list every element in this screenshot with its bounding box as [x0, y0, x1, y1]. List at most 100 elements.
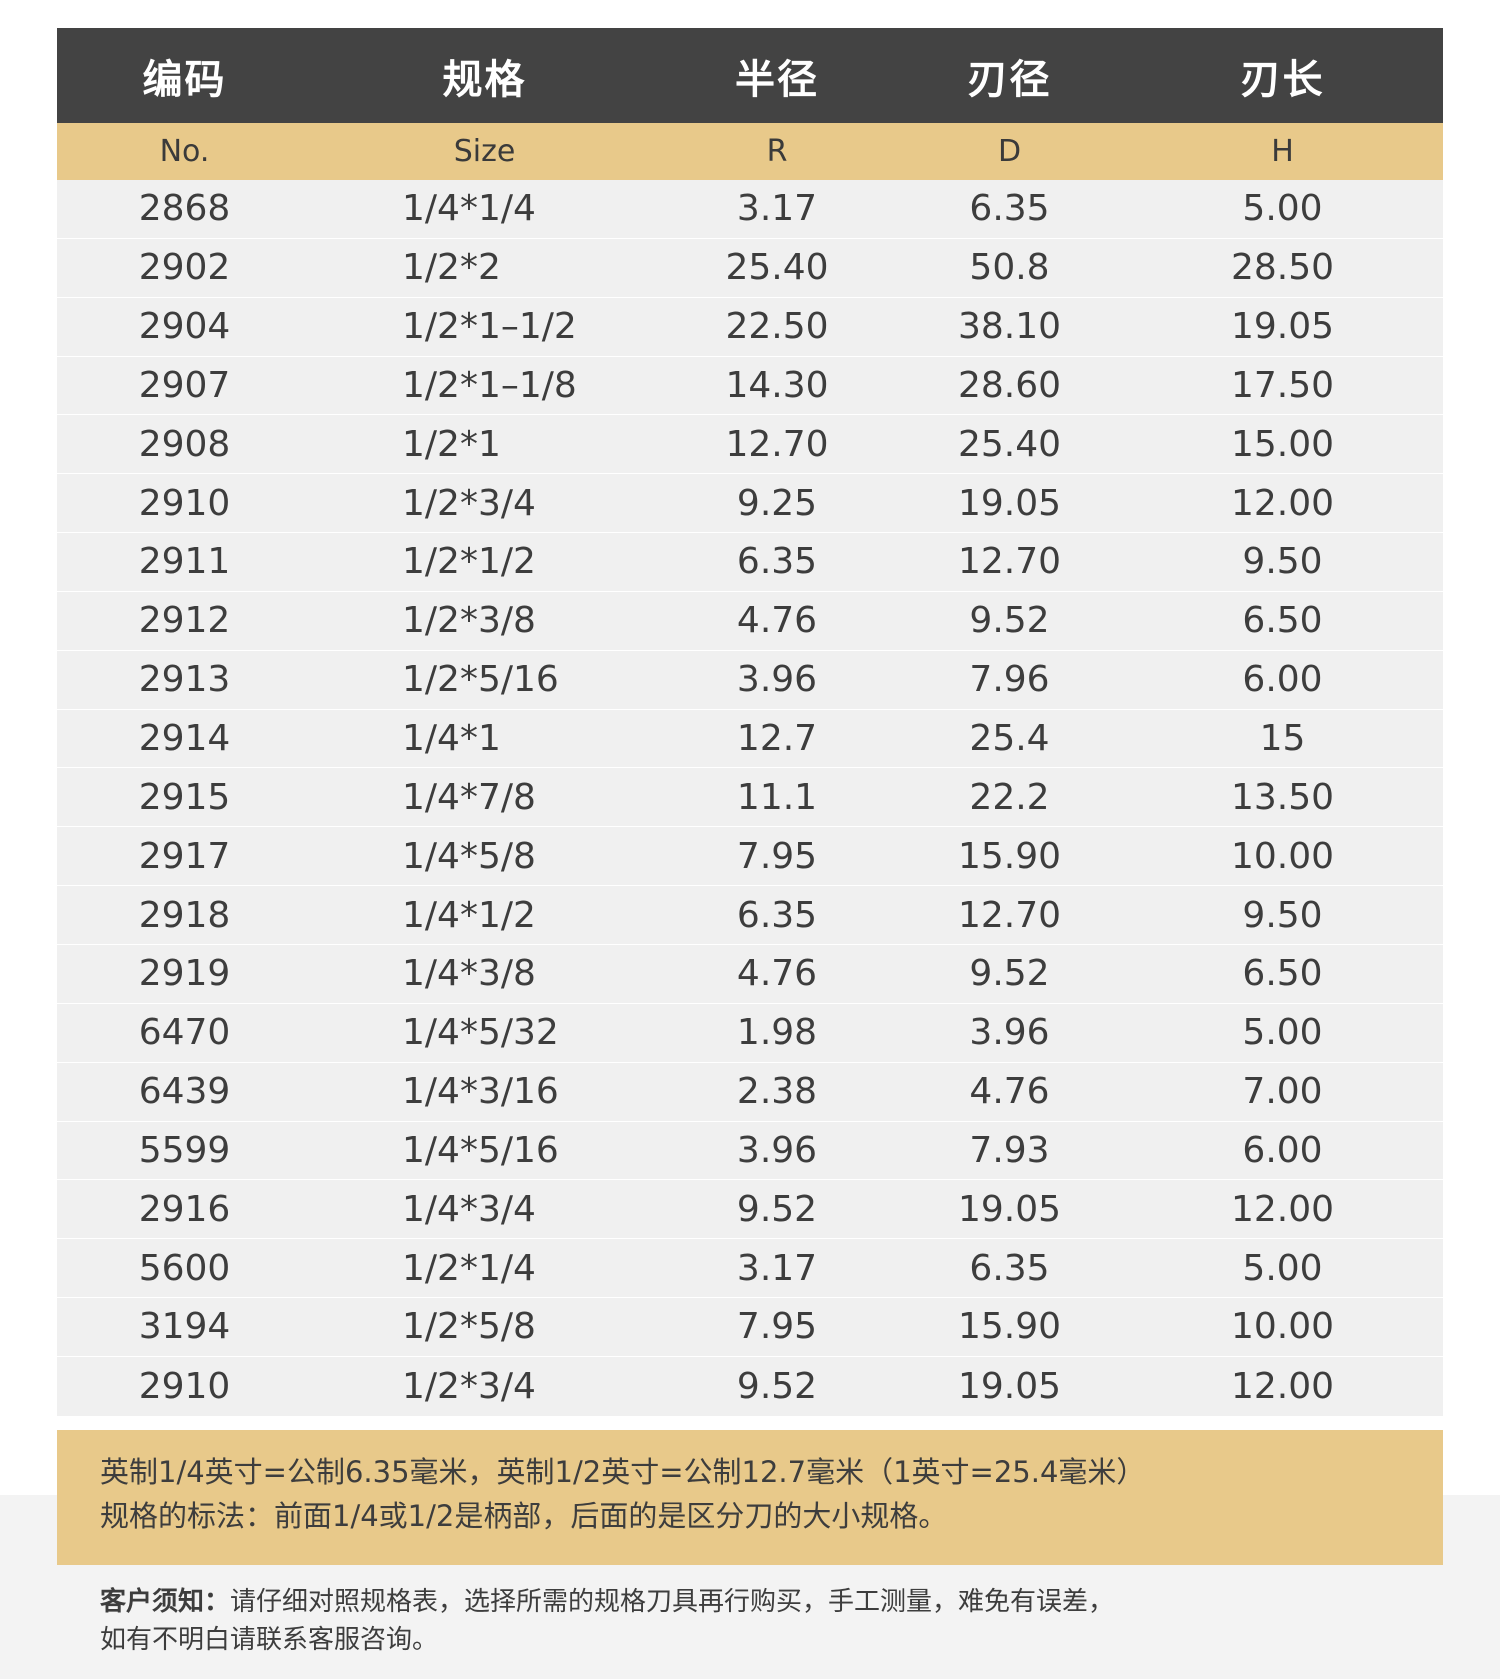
notice-line-2: 如有不明白请联系客服咨询。	[100, 1625, 439, 1655]
table-row: 2914 1/4*1 12.7 25.4 15	[57, 710, 1443, 769]
cell-radius: 3.17	[736, 188, 818, 230]
cell-blade-length: 7.00	[1242, 1071, 1323, 1113]
cell-code: 2904	[138, 306, 231, 348]
cell-code: 2902	[138, 247, 231, 289]
cell-code: 6439	[138, 1071, 231, 1113]
cell-code: 6470	[138, 1012, 231, 1054]
note-line-1: 英制1/4英寸=公制6.35毫米，英制1/2英寸=公制12.7毫米（1英寸=25…	[100, 1454, 1146, 1489]
cell-blade-diameter: 19.05	[957, 1365, 1062, 1407]
table-row: 3194 1/2*5/8 7.95 15.90 10.00	[57, 1298, 1443, 1357]
cell-size: 1/2*1–1/2	[402, 306, 577, 348]
cell-size: 1/2*1/4	[402, 1247, 536, 1289]
table-row: 2912 1/2*3/8 4.76 9.52 6.50	[57, 592, 1443, 651]
table-header-en: No. Size R D H	[57, 123, 1443, 180]
header-blade-diameter: 刃径	[967, 56, 1052, 103]
cell-size: 1/2*1/2	[402, 541, 536, 583]
cell-code: 2918	[138, 894, 231, 936]
cell-blade-diameter: 7.96	[969, 659, 1050, 701]
cell-code: 2914	[138, 718, 231, 760]
cell-blade-length: 15.00	[1230, 423, 1335, 465]
conversion-note: 英制1/4英寸=公制6.35毫米，英制1/2英寸=公制12.7毫米（1英寸=25…	[57, 1429, 1443, 1565]
cell-blade-diameter: 9.52	[969, 600, 1050, 642]
cell-size: 1/4*1/4	[402, 188, 536, 230]
cell-radius: 11.1	[736, 776, 818, 818]
cell-radius: 12.70	[725, 423, 829, 465]
cell-size: 1/4*5/16	[402, 1129, 559, 1171]
cell-size: 1/2*1–1/8	[402, 364, 577, 406]
table-row: 2902 1/2*2 25.40 50.8 28.50	[57, 239, 1443, 298]
cell-blade-diameter: 38.10	[957, 306, 1062, 348]
cell-blade-length: 9.50	[1242, 894, 1323, 936]
cell-radius: 12.7	[736, 718, 818, 760]
notice-line-1: 客户须知：请仔细对照规格表，选择所需的规格刀具再行购买，手工测量，难免有误差，	[100, 1583, 1114, 1621]
cell-blade-diameter: 25.40	[957, 423, 1062, 465]
cell-blade-diameter: 28.60	[957, 364, 1062, 406]
cell-blade-length: 5.00	[1242, 1247, 1323, 1289]
cell-blade-diameter: 6.35	[969, 188, 1050, 230]
cell-radius: 3.96	[736, 659, 818, 701]
table-row: 6439 1/4*3/16 2.38 4.76 7.00	[57, 1063, 1443, 1122]
cell-blade-length: 15	[1259, 718, 1306, 760]
table-row: 5599 1/4*5/16 3.96 7.93 6.00	[57, 1122, 1443, 1181]
cell-size: 1/4*5/8	[402, 835, 536, 877]
cell-size: 1/4*1	[402, 718, 501, 760]
table-row: 2915 1/4*7/8 11.1 22.2 13.50	[57, 768, 1443, 828]
cell-radius: 1.98	[736, 1012, 818, 1054]
cell-code: 2915	[138, 776, 231, 818]
customer-notice: 客户须知：请仔细对照规格表，选择所需的规格刀具再行购买，手工测量，难免有误差， …	[100, 1583, 1114, 1659]
cell-blade-diameter: 9.52	[969, 953, 1050, 995]
table-header-cn: 编码 规格 半径 刃径 刃长	[57, 28, 1443, 123]
cell-blade-diameter: 19.05	[957, 482, 1062, 524]
cell-radius: 4.76	[736, 600, 818, 642]
table-row: 2904 1/2*1–1/2 22.50 38.10 19.05	[57, 298, 1443, 357]
cell-blade-length: 6.00	[1242, 659, 1323, 701]
cell-code: 5600	[138, 1247, 231, 1289]
cell-code: 2908	[138, 423, 231, 465]
cell-blade-length: 6.50	[1242, 600, 1323, 642]
cell-blade-diameter: 6.35	[969, 1247, 1050, 1289]
note-line-2: 规格的标法：前面1/4或1/2是柄部，后面的是区分刀的大小规格。	[100, 1498, 948, 1533]
table-row: 2911 1/2*1/2 6.35 12.70 9.50	[57, 533, 1443, 592]
cell-code: 2907	[138, 364, 231, 406]
cell-blade-length: 5.00	[1242, 1012, 1323, 1054]
cell-blade-diameter: 15.90	[957, 835, 1062, 877]
cell-blade-length: 6.50	[1242, 953, 1323, 995]
cell-size: 1/2*3/4	[402, 482, 536, 524]
header-size: 规格	[442, 56, 527, 103]
cell-size: 1/4*7/8	[402, 776, 536, 818]
cell-radius: 3.96	[736, 1129, 818, 1171]
cell-blade-diameter: 50.8	[969, 247, 1050, 289]
cell-size: 1/2*3/4	[402, 1365, 536, 1407]
cell-blade-length: 10.00	[1230, 1306, 1335, 1348]
cell-code: 2917	[138, 835, 231, 877]
cell-blade-diameter: 19.05	[957, 1188, 1062, 1230]
cell-blade-length: 12.00	[1230, 1365, 1335, 1407]
cell-radius: 22.50	[725, 306, 829, 348]
cell-size: 1/2*2	[402, 247, 501, 289]
cell-blade-diameter: 4.76	[969, 1071, 1050, 1113]
cell-radius: 7.95	[736, 1306, 818, 1348]
cell-radius: 9.52	[736, 1365, 818, 1407]
cell-blade-diameter: 25.4	[969, 718, 1050, 760]
cell-radius: 7.95	[736, 835, 818, 877]
cell-blade-length: 13.50	[1230, 776, 1335, 818]
cell-radius: 14.30	[725, 364, 829, 406]
header-blade-length: 刃长	[1240, 56, 1325, 103]
cell-blade-diameter: 7.93	[969, 1129, 1050, 1171]
table-row: 2910 1/2*3/4 9.52 19.05 12.00	[57, 1357, 1443, 1416]
cell-code: 2911	[138, 541, 231, 583]
cell-size: 1/2*5/8	[402, 1306, 536, 1348]
notice-text-1: 请仔细对照规格表，选择所需的规格刀具再行购买，手工测量，难免有误差，	[230, 1587, 1115, 1617]
cell-size: 1/4*1/2	[402, 894, 536, 936]
cell-code: 5599	[138, 1129, 231, 1171]
header-code: 编码	[142, 56, 227, 103]
cell-size: 1/2*1	[402, 423, 501, 465]
cell-radius: 25.40	[725, 247, 829, 289]
cell-blade-diameter: 12.70	[957, 894, 1062, 936]
table-row: 5600 1/2*1/4 3.17 6.35 5.00	[57, 1239, 1443, 1299]
cell-size: 1/4*3/8	[402, 953, 536, 995]
header-no: No.	[159, 134, 210, 169]
cell-code: 2919	[138, 953, 231, 995]
cell-blade-length: 17.50	[1230, 364, 1335, 406]
cell-code: 2913	[138, 659, 231, 701]
